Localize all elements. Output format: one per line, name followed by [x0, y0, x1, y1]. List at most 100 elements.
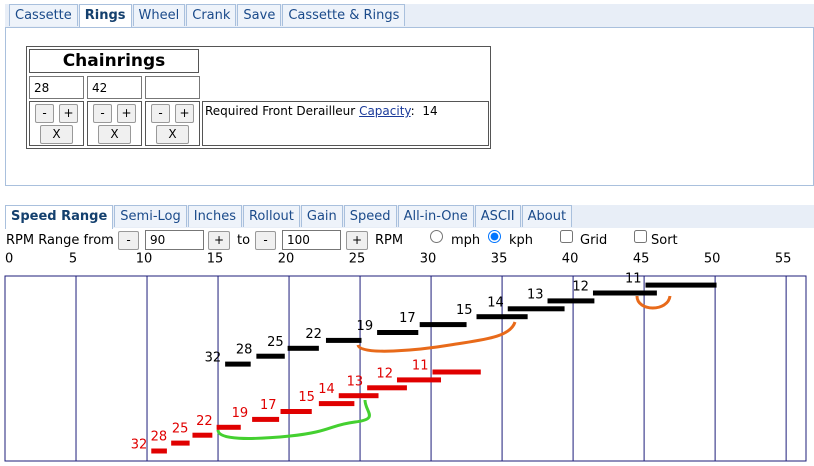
rpm-from[interactable] — [145, 230, 204, 250]
cog-label: 19 — [357, 319, 374, 334]
cog-label: 12 — [572, 280, 589, 295]
view-tab[interactable]: Inches — [187, 205, 242, 227]
ring-buttons: - + X — [29, 101, 84, 146]
x-tick-label: 20 — [278, 252, 295, 267]
plot-border — [4, 275, 807, 462]
rpm-unit: RPM — [375, 233, 404, 248]
ring-buttons: - + X — [145, 101, 200, 146]
speed-bar — [592, 290, 657, 296]
view-tab[interactable]: About — [521, 205, 573, 227]
speed-bar — [377, 330, 419, 335]
view-tab[interactable]: Rollout — [242, 205, 300, 227]
cog-label: 14 — [318, 382, 335, 397]
speed-bar — [507, 306, 565, 312]
view-tab[interactable]: ASCII — [474, 205, 521, 227]
cog-label: 28 — [151, 430, 168, 445]
speed-bar — [338, 393, 379, 399]
grid-label: Grid — [580, 233, 608, 248]
sort-label: Sort — [651, 233, 678, 248]
x-tick-label: 35 — [491, 252, 508, 267]
view-tab[interactable]: Speed — [343, 205, 397, 227]
tab[interactable]: Wheel — [132, 4, 186, 26]
cog-label: 25 — [267, 335, 284, 350]
cog-label: 13 — [527, 287, 544, 302]
speed-bar — [396, 377, 442, 383]
panel: Chainrings - + X - + X - + X Required Fr… — [5, 27, 814, 186]
ring-input[interactable] — [29, 76, 84, 99]
cog-label: 32 — [131, 438, 148, 453]
ring-buttons: - + X — [87, 101, 142, 146]
tab[interactable]: Crank — [186, 4, 237, 26]
grid-checkbox[interactable] — [560, 230, 573, 243]
view-tab[interactable]: All-in-One — [397, 205, 474, 227]
minus-button[interactable]: - — [255, 231, 276, 250]
kph-radio[interactable] — [488, 230, 501, 243]
capacity-value: 14 — [422, 104, 438, 118]
table-title: Chainrings — [29, 49, 199, 73]
remove-button[interactable]: X — [156, 125, 189, 144]
ring-input[interactable] — [145, 76, 200, 99]
mph-label: mph — [451, 233, 481, 248]
plus-button[interactable]: + — [175, 104, 194, 123]
capacity-link[interactable]: Capacity — [359, 104, 411, 118]
cog-label: 22 — [305, 327, 322, 342]
cog-label: 17 — [260, 398, 277, 413]
plus-button[interactable]: + — [59, 104, 78, 123]
cog-label: 22 — [196, 414, 213, 429]
minus-button[interactable]: - — [118, 231, 139, 250]
speed-bar — [171, 440, 190, 446]
annotation-curve — [356, 321, 517, 353]
sort-checkbox[interactable] — [634, 230, 647, 243]
x-tick-label: 50 — [704, 252, 721, 267]
x-tick-label: 30 — [420, 252, 437, 267]
speed-bar — [419, 322, 467, 328]
x-tick-label: 40 — [562, 252, 579, 267]
speed-bar — [280, 409, 312, 414]
rpm-to[interactable] — [282, 230, 341, 250]
rpm-label: RPM Range from — [6, 233, 114, 248]
mph-radio[interactable] — [430, 230, 443, 243]
tab[interactable]: Cassette — [9, 4, 78, 26]
cog-label: 11 — [625, 272, 642, 287]
minus-button[interactable]: - — [35, 104, 54, 123]
kph-label: kph — [509, 233, 534, 248]
x-tick-label: 25 — [349, 252, 366, 267]
speed-bar — [225, 361, 251, 367]
speed-bar — [325, 337, 362, 343]
cog-label: 14 — [487, 295, 504, 310]
remove-button[interactable]: X — [98, 125, 131, 144]
capacity-label: Required Front Derailleur — [205, 104, 356, 118]
view-tab-active[interactable]: Speed Range — [5, 205, 114, 229]
speed-bar — [547, 298, 595, 304]
cog-label: 17 — [399, 311, 416, 326]
x-tick-label: 15 — [207, 252, 224, 267]
cog-label: 28 — [236, 343, 253, 358]
view-tab[interactable]: Gain — [300, 205, 343, 227]
remove-button[interactable]: X — [40, 125, 73, 144]
speed-bar — [216, 424, 241, 430]
speed-bar — [432, 369, 481, 375]
plus-button[interactable]: + — [117, 104, 136, 123]
tab[interactable]: Save — [237, 4, 282, 26]
cog-label: 15 — [456, 303, 473, 318]
plus-button[interactable]: + — [346, 231, 368, 250]
chainring-table: Chainrings - + X - + X - + X Required Fr… — [26, 46, 491, 149]
x-tick-label: 5 — [69, 252, 77, 267]
speed-bar — [192, 432, 213, 438]
speed-bar — [252, 416, 280, 422]
to-label: to — [237, 233, 251, 248]
tab-active[interactable]: Rings — [78, 4, 132, 28]
speed-bar — [476, 314, 528, 320]
minus-button[interactable]: - — [93, 104, 112, 123]
speed-bar — [645, 282, 717, 288]
plus-button[interactable]: + — [208, 231, 230, 250]
tab[interactable]: Cassette & Rings — [282, 4, 406, 26]
colon: : — [410, 104, 415, 118]
chart: 5550454035302520151050111213141517192225… — [4, 252, 807, 462]
minus-button[interactable]: - — [151, 104, 170, 123]
view-tab[interactable]: Semi-Log — [114, 205, 187, 227]
tab-bar: Cassette Rings Wheel Crank Save Cassette… — [9, 4, 406, 28]
ring-input[interactable] — [87, 76, 142, 99]
annotation-curve — [635, 295, 672, 310]
